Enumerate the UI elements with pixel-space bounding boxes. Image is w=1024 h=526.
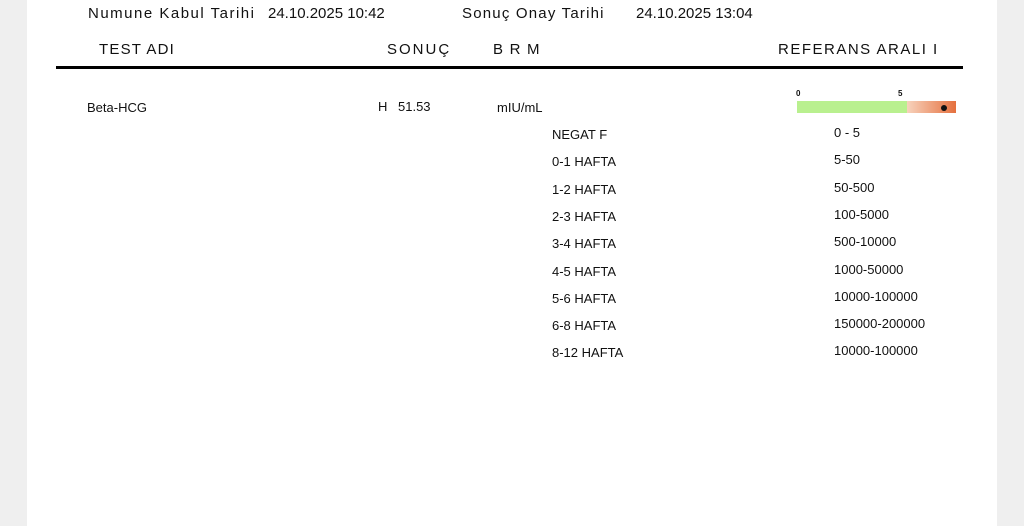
reference-range: 10000-100000 [834,288,918,304]
reference-range: 50-500 [834,179,875,195]
reference-period: 2-3 HAFTA [552,208,617,224]
approval-date: 24.10.2025 13:04 [636,5,753,22]
report-page [27,0,997,526]
reference-period: 8-12 HAFTA [552,345,624,361]
sample-date: 24.10.2025 10:42 [268,5,385,22]
result-unit: mIU/mL [497,100,543,115]
header-divider [56,66,963,69]
reference-period: 6-8 HAFTA [552,318,617,334]
column-test-name: TEST ADI [99,41,176,58]
gauge-max-label: 5 [898,89,903,98]
reference-period: 4-5 HAFTA [552,263,617,279]
gauge-min-label: 0 [796,89,801,98]
approval-date-label: Sonuç Onay Tarihi [462,5,605,22]
reference-range: 1000-50000 [834,261,904,277]
reference-period: 5-6 HAFTA [552,290,617,306]
reference-range: 100-5000 [834,206,889,222]
reference-period: 3-4 HAFTA [552,236,617,252]
column-result: SONUÇ [387,41,452,58]
reference-period: 1-2 HAFTA [552,181,617,197]
reference-range: 0 - 5 [834,125,861,140]
reference-range: 500-10000 [834,234,897,250]
reference-range: 150000-200000 [834,316,926,332]
gauge-value-marker [941,105,947,111]
reference-range: 10000-100000 [834,343,918,359]
reference-range: 5-50 [834,152,861,168]
result-flag: H [378,99,388,114]
result-value: 51.53 [398,99,431,114]
test-name: Beta-HCG [87,100,147,115]
column-unit: B R M [493,41,541,58]
column-reference: REFERANS ARALI I [778,41,939,58]
reference-gauge [797,101,956,113]
sample-date-label: Numune Kabul Tarihi [88,5,256,22]
reference-period: NEGAT F [552,127,608,142]
gauge-normal-zone [797,101,907,113]
gauge-high-zone [907,101,956,113]
reference-period: 0-1 HAFTA [552,154,617,170]
